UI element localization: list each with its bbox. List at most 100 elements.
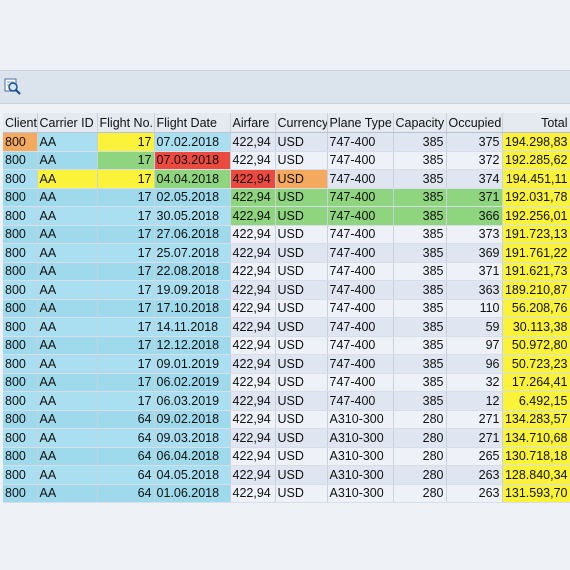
cell-airfare[interactable]: 422,94 xyxy=(230,243,276,263)
cell-total[interactable]: 192.256,01 xyxy=(502,206,570,226)
cell-currency[interactable]: USD xyxy=(275,280,328,300)
cell-flight-no[interactable]: 17 xyxy=(97,280,155,300)
table-row[interactable]: 800 AA 17 02.05.2018 422,94 USD 747-400 385 371 1… xyxy=(3,188,570,207)
table-row[interactable]: 800 AA 17 06.02.2019 422,94 USD 747-400 385 32 17… xyxy=(3,373,570,392)
cell-airfare[interactable]: 422,94 xyxy=(230,447,276,466)
cell-occupied[interactable]: 59 xyxy=(446,317,503,337)
cell-occupied[interactable]: 110 xyxy=(446,299,503,318)
cell-airfare[interactable]: 422,94 xyxy=(230,132,276,152)
cell-plane[interactable]: 747-400 xyxy=(327,188,394,207)
cell-capacity[interactable]: 385 xyxy=(393,169,447,189)
cell-date[interactable]: 22.08.2018 xyxy=(154,262,231,281)
cell-occupied[interactable]: 271 xyxy=(446,410,503,429)
cell-plane[interactable]: 747-400 xyxy=(327,317,394,337)
cell-capacity[interactable]: 280 xyxy=(393,465,447,485)
cell-date[interactable]: 25.07.2018 xyxy=(154,243,231,263)
cell-occupied[interactable]: 96 xyxy=(446,354,503,374)
cell-date[interactable]: 06.02.2019 xyxy=(154,373,231,392)
cell-carrier[interactable]: AA xyxy=(37,373,98,392)
cell-carrier[interactable]: AA xyxy=(37,428,98,448)
cell-airfare[interactable]: 422,94 xyxy=(230,280,276,300)
cell-plane[interactable]: 747-400 xyxy=(327,225,394,244)
cell-airfare[interactable]: 422,94 xyxy=(230,169,276,189)
cell-client[interactable]: 800 xyxy=(3,428,38,448)
cell-currency[interactable]: USD xyxy=(275,132,328,152)
cell-client[interactable]: 800 xyxy=(3,373,38,392)
cell-capacity[interactable]: 385 xyxy=(393,373,447,392)
cell-client[interactable]: 800 xyxy=(3,484,38,503)
table-row[interactable]: 800 AA 17 22.08.2018 422,94 USD 747-400 385 371 1… xyxy=(3,262,570,281)
cell-carrier[interactable]: AA xyxy=(37,151,98,170)
cell-capacity[interactable]: 385 xyxy=(393,262,447,281)
cell-carrier[interactable]: AA xyxy=(37,262,98,281)
cell-plane[interactable]: 747-400 xyxy=(327,280,394,300)
cell-capacity[interactable]: 385 xyxy=(393,354,447,374)
cell-airfare[interactable]: 422,94 xyxy=(230,206,276,226)
cell-currency[interactable]: USD xyxy=(275,206,328,226)
cell-flight-no[interactable]: 17 xyxy=(97,262,155,281)
column-header-client[interactable]: Client xyxy=(3,113,38,133)
cell-carrier[interactable]: AA xyxy=(37,132,98,152)
cell-plane[interactable]: 747-400 xyxy=(327,373,394,392)
cell-client[interactable]: 800 xyxy=(3,465,38,485)
cell-total[interactable]: 131.593,70 xyxy=(502,484,570,503)
cell-airfare[interactable]: 422,94 xyxy=(230,391,276,411)
table-row[interactable]: 800 AA 17 30.05.2018 422,94 USD 747-400 385 366 1… xyxy=(3,206,570,226)
cell-date[interactable]: 07.02.2018 xyxy=(154,132,231,152)
cell-total[interactable]: 194.451,11 xyxy=(502,169,570,189)
cell-occupied[interactable]: 32 xyxy=(446,373,503,392)
cell-flight-no[interactable]: 64 xyxy=(97,447,155,466)
table-row[interactable]: 800 AA 17 14.11.2018 422,94 USD 747-400 385 59 30… xyxy=(3,317,570,337)
cell-capacity[interactable]: 385 xyxy=(393,132,447,152)
cell-currency[interactable]: USD xyxy=(275,465,328,485)
cell-total[interactable]: 6.492,15 xyxy=(502,391,570,411)
cell-capacity[interactable]: 385 xyxy=(393,299,447,318)
cell-airfare[interactable]: 422,94 xyxy=(230,262,276,281)
cell-total[interactable]: 134.710,68 xyxy=(502,428,570,448)
cell-client[interactable]: 800 xyxy=(3,206,38,226)
cell-occupied[interactable]: 363 xyxy=(446,280,503,300)
cell-airfare[interactable]: 422,94 xyxy=(230,151,276,170)
cell-airfare[interactable]: 422,94 xyxy=(230,299,276,318)
cell-flight-no[interactable]: 17 xyxy=(97,317,155,337)
cell-capacity[interactable]: 385 xyxy=(393,188,447,207)
cell-capacity[interactable]: 280 xyxy=(393,447,447,466)
cell-currency[interactable]: USD xyxy=(275,151,328,170)
cell-carrier[interactable]: AA xyxy=(37,354,98,374)
column-header-occupied[interactable]: Occupied xyxy=(446,113,503,133)
cell-currency[interactable]: USD xyxy=(275,299,328,318)
cell-client[interactable]: 800 xyxy=(3,188,38,207)
cell-airfare[interactable]: 422,94 xyxy=(230,465,276,485)
cell-carrier[interactable]: AA xyxy=(37,447,98,466)
cell-carrier[interactable]: AA xyxy=(37,299,98,318)
cell-client[interactable]: 800 xyxy=(3,225,38,244)
cell-occupied[interactable]: 97 xyxy=(446,336,503,355)
cell-plane[interactable]: 747-400 xyxy=(327,243,394,263)
cell-flight-no[interactable]: 17 xyxy=(97,225,155,244)
cell-occupied[interactable]: 374 xyxy=(446,169,503,189)
table-row[interactable]: 800 AA 17 09.01.2019 422,94 USD 747-400 385 96 50… xyxy=(3,354,570,374)
cell-carrier[interactable]: AA xyxy=(37,465,98,485)
cell-occupied[interactable]: 372 xyxy=(446,151,503,170)
cell-occupied[interactable]: 263 xyxy=(446,465,503,485)
cell-total[interactable]: 191.621,73 xyxy=(502,262,570,281)
cell-carrier[interactable]: AA xyxy=(37,169,98,189)
cell-flight-no[interactable]: 17 xyxy=(97,243,155,263)
table-row[interactable]: 800 AA 17 04.04.2018 422,94 USD 747-400 385 374 1… xyxy=(3,169,570,189)
cell-client[interactable]: 800 xyxy=(3,243,38,263)
column-header-date[interactable]: Flight Date xyxy=(154,113,231,133)
cell-occupied[interactable]: 265 xyxy=(446,447,503,466)
cell-total[interactable]: 128.840,34 xyxy=(502,465,570,485)
cell-client[interactable]: 800 xyxy=(3,262,38,281)
cell-occupied[interactable]: 271 xyxy=(446,428,503,448)
cell-plane[interactable]: 747-400 xyxy=(327,336,394,355)
table-row[interactable]: 800 AA 17 17.10.2018 422,94 USD 747-400 385 110 5… xyxy=(3,299,570,318)
cell-currency[interactable]: USD xyxy=(275,169,328,189)
cell-capacity[interactable]: 280 xyxy=(393,410,447,429)
table-row[interactable]: 800 AA 64 09.02.2018 422,94 USD A310-300 280 271… xyxy=(3,410,570,429)
cell-capacity[interactable]: 385 xyxy=(393,391,447,411)
cell-plane[interactable]: 747-400 xyxy=(327,132,394,152)
cell-capacity[interactable]: 385 xyxy=(393,243,447,263)
cell-occupied[interactable]: 373 xyxy=(446,225,503,244)
column-header-total[interactable]: Total xyxy=(502,113,570,133)
